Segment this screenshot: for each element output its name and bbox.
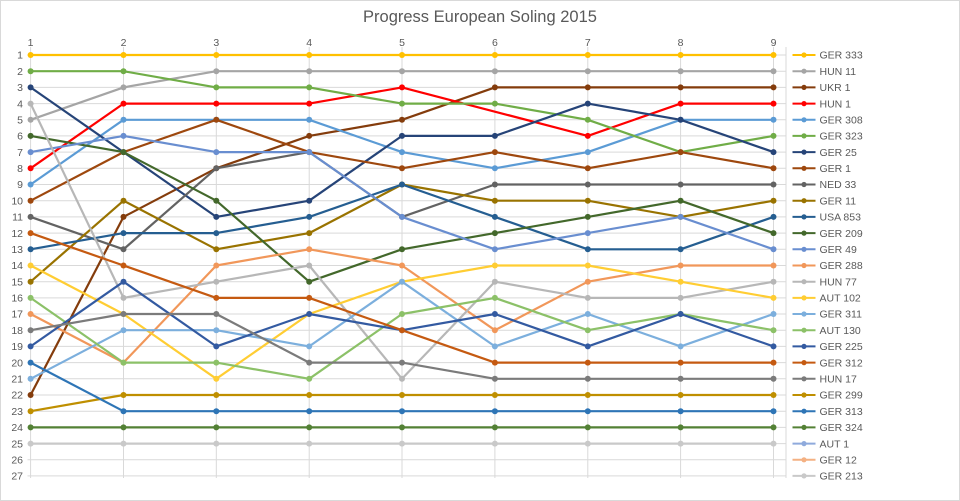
svg-text:20: 20 (11, 357, 23, 369)
svg-text:2: 2 (121, 37, 127, 49)
svg-text:GER 209: GER 209 (820, 228, 863, 240)
svg-text:3: 3 (17, 82, 23, 94)
svg-text:21: 21 (11, 374, 23, 386)
svg-text:USA 853: USA 853 (820, 212, 862, 224)
svg-text:11: 11 (12, 212, 23, 224)
svg-text:8: 8 (17, 163, 23, 175)
svg-text:GER 313: GER 313 (820, 406, 863, 418)
svg-text:AUT 130: AUT 130 (820, 325, 861, 337)
svg-text:5: 5 (399, 37, 405, 49)
svg-text:GER 1: GER 1 (820, 163, 852, 175)
svg-text:GER 311: GER 311 (820, 309, 863, 321)
svg-text:3: 3 (213, 37, 219, 49)
svg-text:NED 33: NED 33 (820, 179, 857, 191)
svg-text:15: 15 (11, 276, 23, 288)
svg-text:1: 1 (17, 50, 23, 62)
svg-text:19: 19 (11, 341, 23, 353)
svg-text:AUT 1: AUT 1 (820, 438, 850, 450)
svg-text:GER 308: GER 308 (820, 115, 863, 127)
svg-text:16: 16 (11, 293, 23, 305)
svg-text:14: 14 (11, 260, 23, 272)
svg-text:GER 49: GER 49 (820, 244, 858, 256)
svg-text:UKR 1: UKR 1 (820, 82, 851, 94)
svg-text:26: 26 (11, 455, 23, 467)
svg-text:10: 10 (11, 195, 23, 207)
svg-text:GER 11: GER 11 (820, 195, 857, 207)
svg-text:GER 312: GER 312 (820, 357, 863, 369)
svg-text:AUT 102: AUT 102 (820, 293, 861, 305)
svg-text:GER 213: GER 213 (820, 471, 863, 483)
svg-text:HUN 11: HUN 11 (820, 66, 857, 78)
svg-text:GER 225: GER 225 (820, 341, 863, 353)
svg-text:2: 2 (17, 66, 23, 78)
svg-text:7: 7 (585, 37, 591, 49)
svg-text:GER 324: GER 324 (820, 422, 863, 434)
svg-text:4: 4 (17, 98, 23, 110)
svg-text:7: 7 (17, 147, 23, 159)
svg-text:HUN 17: HUN 17 (820, 374, 858, 386)
svg-text:Progress European Soling 2015: Progress European Soling 2015 (363, 8, 597, 26)
svg-text:24: 24 (11, 422, 23, 434)
svg-text:HUN 77: HUN 77 (820, 276, 858, 288)
svg-text:25: 25 (11, 438, 23, 450)
svg-text:12: 12 (11, 228, 23, 240)
svg-text:9: 9 (17, 179, 23, 191)
svg-text:18: 18 (11, 325, 23, 337)
svg-text:HUN 1: HUN 1 (820, 98, 852, 110)
svg-text:GER 288: GER 288 (820, 260, 863, 272)
svg-text:17: 17 (11, 309, 23, 321)
svg-text:GER 299: GER 299 (820, 390, 863, 402)
svg-text:9: 9 (771, 37, 777, 49)
svg-text:22: 22 (11, 390, 23, 402)
svg-text:6: 6 (17, 131, 23, 143)
svg-text:23: 23 (11, 406, 23, 418)
svg-text:4: 4 (306, 37, 312, 49)
svg-text:13: 13 (11, 244, 23, 256)
svg-text:27: 27 (11, 471, 23, 483)
svg-text:6: 6 (492, 37, 498, 49)
svg-text:5: 5 (17, 115, 23, 127)
svg-text:GER 323: GER 323 (820, 131, 863, 143)
svg-text:GER 333: GER 333 (820, 50, 863, 62)
svg-text:GER 25: GER 25 (820, 147, 858, 159)
svg-text:8: 8 (678, 37, 684, 49)
svg-text:GER 12: GER 12 (820, 455, 858, 467)
svg-text:1: 1 (28, 37, 34, 49)
